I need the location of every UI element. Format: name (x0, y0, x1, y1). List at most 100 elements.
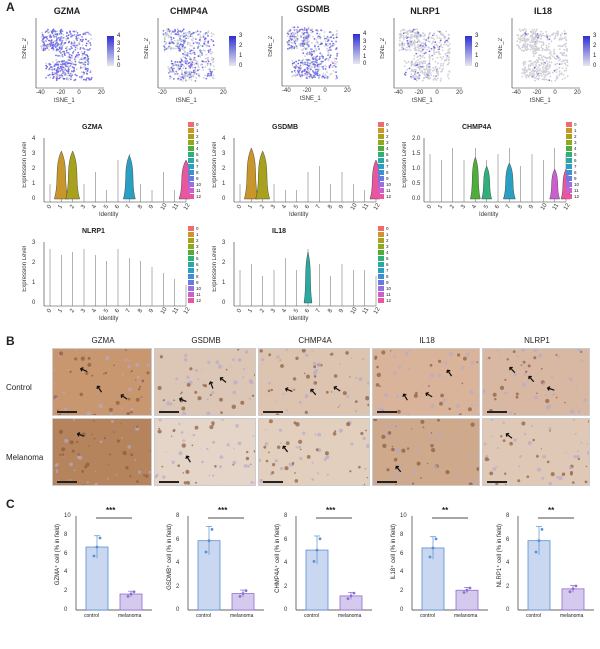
tsne-point (62, 77, 65, 80)
tsne-point (177, 30, 180, 32)
tsne-point (325, 57, 328, 60)
tsne-point (438, 41, 441, 44)
tsne-point (409, 31, 412, 33)
tsne-point (301, 71, 303, 73)
tsne-point (298, 59, 300, 62)
data-point (462, 591, 466, 594)
tsne-point (422, 77, 425, 80)
tsne-point (187, 31, 189, 34)
bar-x-label: control (196, 613, 212, 619)
tsne-point (310, 29, 312, 32)
violin-y-label: Expression Level (212, 142, 218, 188)
tsne-point (47, 74, 50, 77)
tsne-point (318, 74, 321, 77)
legend-label: 10 (386, 182, 392, 187)
tsne-point (83, 56, 86, 59)
tsne-point (436, 51, 438, 53)
tsne-point (417, 77, 420, 79)
tsne-point (424, 41, 427, 44)
tsne-point (404, 71, 407, 74)
tsne-point (545, 57, 548, 60)
tsne-point (328, 46, 331, 49)
tsne-point (331, 65, 334, 68)
tsne-point (212, 33, 215, 36)
scale-bar (487, 411, 507, 413)
tsne-point (75, 74, 78, 77)
tsne-gene-title: GSDMB (296, 4, 330, 14)
legend-swatch (378, 298, 384, 303)
tsne-point (306, 40, 309, 43)
tsne-point (403, 29, 406, 31)
tsne-point (46, 66, 48, 68)
tsne-point (179, 39, 182, 41)
tsne-point (419, 55, 422, 58)
tsne-point (55, 63, 58, 66)
tsne-point (427, 68, 430, 71)
tsne-point (57, 75, 60, 77)
tsne-point (45, 76, 47, 79)
tsne-x-label: tSNE_1 (412, 98, 433, 104)
tsne-point (182, 28, 185, 31)
tsne-point (545, 70, 548, 73)
tsne-point (427, 76, 430, 79)
tsne-point (74, 78, 77, 81)
violin-y-tick: 0.0 (412, 196, 421, 202)
tsne-point (289, 30, 291, 32)
tsne-point (174, 61, 177, 63)
tsne-point (327, 51, 330, 54)
legend-label: 9 (386, 176, 389, 181)
tsne-point (185, 37, 187, 40)
tsne-point (407, 30, 409, 32)
tsne-point (324, 64, 327, 67)
tsne-point (65, 74, 68, 76)
tsne-gene-title: CHMP4A (169, 6, 208, 16)
tsne-point (195, 60, 198, 63)
tsne-point (81, 57, 84, 60)
arrow-icon: ↖ (504, 430, 515, 443)
bar-y-tick: 2 (400, 588, 404, 595)
tsne-point (199, 36, 202, 39)
tsne-point (46, 38, 48, 40)
tsne-point (533, 28, 536, 31)
tsne-x-label: tSNE_1 (530, 98, 551, 104)
tsne-point (560, 73, 563, 76)
violin-x-label: Identity (289, 212, 309, 218)
tsne-point (536, 71, 538, 73)
tsne-point (531, 72, 534, 75)
violin-y-label: Expression Level (22, 142, 28, 188)
tsne-point (67, 56, 70, 58)
tsne-point (204, 49, 206, 52)
tsne-point (321, 42, 323, 45)
tsne-point (180, 63, 183, 66)
legend-swatch (566, 140, 572, 145)
tsne-point (400, 35, 403, 38)
tsne-point (519, 30, 522, 32)
tsne-colorbar (583, 36, 590, 66)
tissue-texture (483, 349, 589, 415)
tsne-point (540, 54, 542, 57)
tsne-point (436, 30, 439, 32)
tsne-point (517, 45, 520, 48)
tsne-point (534, 30, 537, 33)
tsne-point (209, 63, 212, 65)
tsne-point (335, 78, 337, 80)
tsne-point (540, 30, 542, 33)
tsne-point (523, 49, 526, 52)
tsne-point (292, 66, 295, 68)
tsne-point (423, 38, 425, 41)
tsne-point (54, 46, 57, 49)
tsne-point (319, 52, 322, 55)
tsne-point (188, 75, 191, 78)
tsne-point (188, 42, 191, 45)
violin-x-label: Identity (479, 212, 499, 218)
tsne-point (555, 32, 557, 35)
legend-label: 9 (574, 176, 577, 181)
tsne-point (70, 35, 72, 38)
legend-label: 5 (196, 152, 199, 157)
tsne-point (315, 39, 318, 41)
violin-y-tick: 3 (222, 240, 226, 246)
tsne-point (333, 60, 336, 63)
tissue-texture (54, 419, 151, 485)
tsne-point (41, 47, 43, 50)
tsne-point (548, 65, 551, 67)
